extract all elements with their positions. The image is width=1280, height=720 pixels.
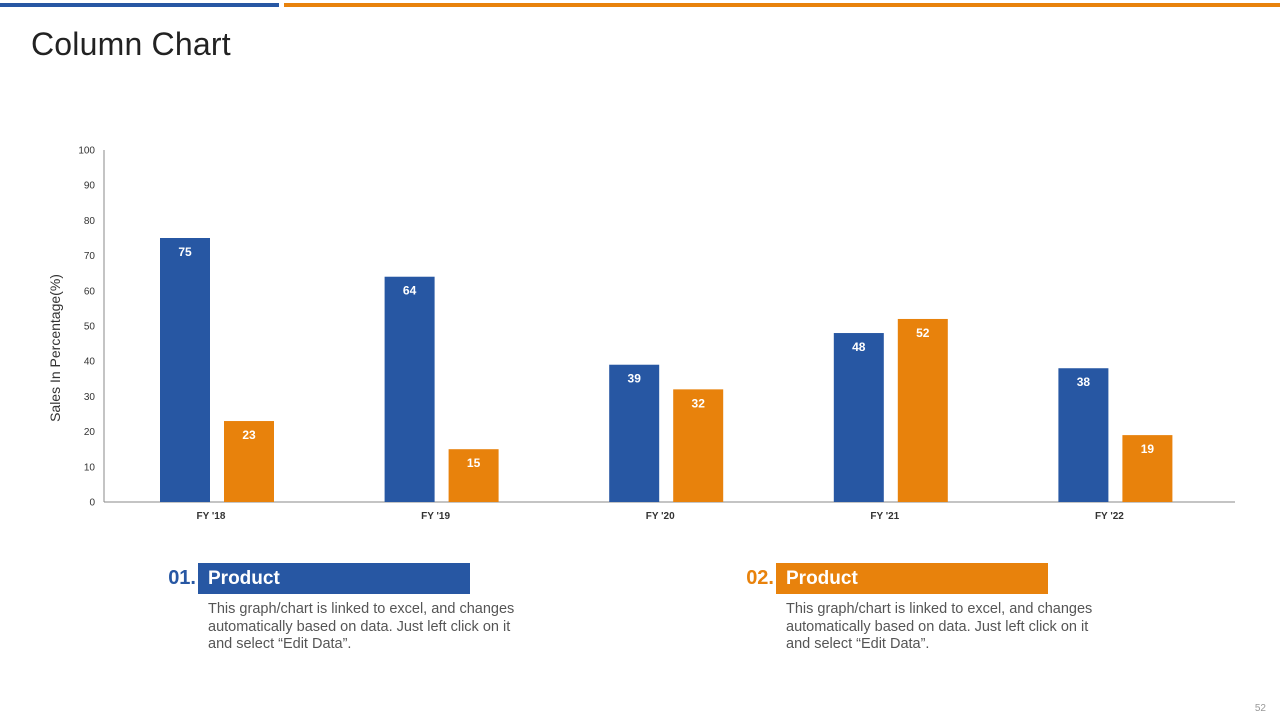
page-number: 52 — [1254, 703, 1266, 714]
bar-data-label: 48 — [852, 340, 866, 354]
y-tick-label: 30 — [84, 392, 96, 403]
y-tick-label: 10 — [84, 462, 96, 473]
bar-product-2 — [1122, 435, 1173, 502]
slide-title: Column Chart — [31, 26, 231, 62]
x-tick-label: FY '22 — [1095, 511, 1124, 522]
x-tick-label: FY '21 — [870, 511, 899, 522]
x-axis-ticks: FY '18 FY '19 FY '20 FY '21 FY '22 — [197, 511, 1125, 522]
bar-product-2 — [448, 449, 499, 502]
column-chart: 0 10 20 30 40 50 60 70 80 90 100 Sales In Percenta… — [47, 146, 1235, 522]
y-tick-label: 90 — [84, 181, 96, 192]
bar-data-label: 15 — [467, 456, 481, 470]
bar-product-1 — [1058, 368, 1109, 502]
legend-number: 01. — [168, 567, 196, 589]
bar-data-label: 52 — [916, 326, 930, 340]
x-tick-label: FY '20 — [646, 511, 675, 522]
bar-product-2 — [224, 421, 274, 502]
bar-data-label: 38 — [1077, 375, 1091, 389]
x-tick-label: FY '18 — [197, 511, 226, 522]
y-tick-label: 100 — [78, 146, 95, 157]
legend-description: This graph/chart is linked to excel, and… — [786, 601, 1093, 652]
top-accent-bar-orange — [284, 3, 1280, 7]
y-axis-ticks: 0 10 20 30 40 50 60 70 80 90 100 — [78, 146, 95, 509]
legend-label-bar: Product — [776, 563, 1048, 594]
bar-data-label: 23 — [242, 428, 256, 442]
bar-product-1 — [384, 276, 435, 502]
legend-number: 02. — [746, 567, 774, 589]
bar-data-label: 19 — [1141, 442, 1155, 456]
bar-product-1 — [833, 333, 884, 502]
bar-data-label: 32 — [692, 396, 706, 410]
bar-product-2 — [673, 389, 724, 502]
top-accent-bar-blue — [0, 3, 279, 7]
bar-data-label: 64 — [403, 284, 417, 298]
bar-product-2 — [897, 318, 948, 502]
y-tick-label: 80 — [84, 216, 96, 227]
bar-data-label: 75 — [178, 245, 192, 259]
y-tick-label: 70 — [84, 251, 96, 262]
legend-description: This graph/chart is linked to excel, and… — [208, 601, 515, 652]
bar-data-label: 39 — [628, 372, 642, 386]
bars-group: 75 23 64 15 39 32 48 52 38 19 — [160, 238, 1173, 502]
bar-product-1 — [609, 364, 660, 502]
y-tick-label: 60 — [84, 286, 96, 297]
x-tick-label: FY '19 — [421, 511, 450, 522]
y-tick-label: 0 — [89, 498, 95, 509]
bar-product-1 — [160, 238, 210, 502]
y-tick-label: 20 — [84, 427, 96, 438]
y-tick-label: 50 — [84, 322, 96, 333]
legend-label-bar: Product — [198, 563, 470, 594]
y-axis-title: Sales In Percentage(%) — [47, 274, 63, 422]
y-tick-label: 40 — [84, 357, 96, 368]
